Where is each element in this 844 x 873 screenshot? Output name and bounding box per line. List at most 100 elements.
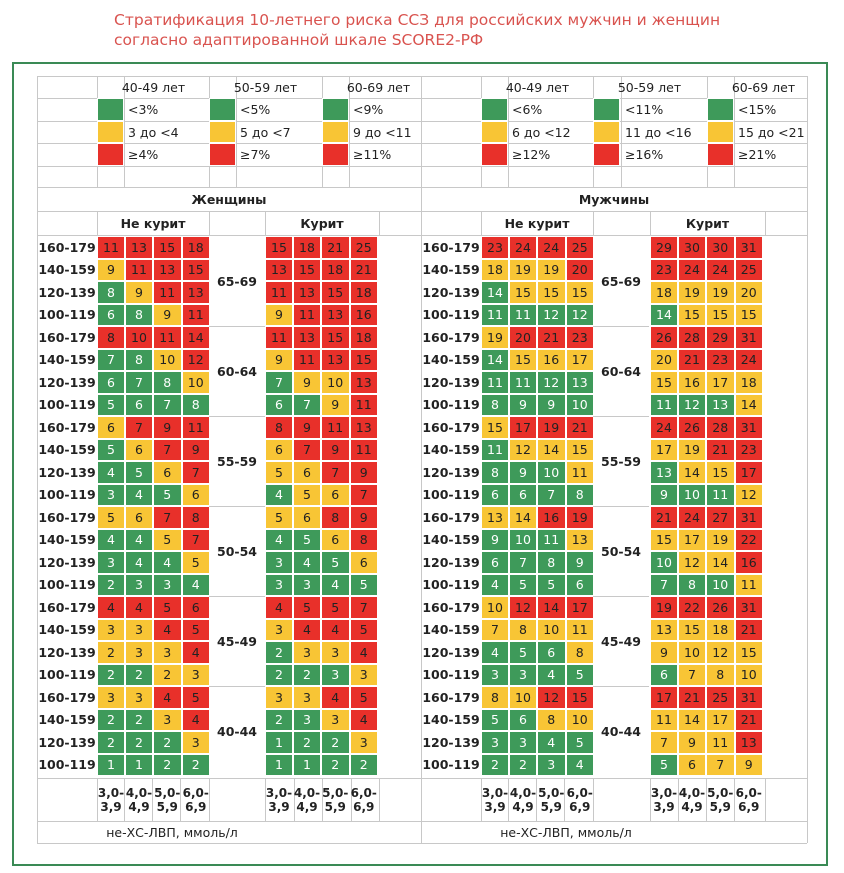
heatmap-cell: 3 bbox=[265, 551, 293, 574]
heatmap-cell: 6 bbox=[125, 393, 153, 416]
heatmap-cell: 4 bbox=[321, 573, 350, 596]
sbp-row-label: 100-119 bbox=[38, 757, 96, 773]
heatmap-cell: 6 bbox=[565, 573, 594, 596]
grid-line bbox=[481, 211, 482, 235]
sbp-row-label: 160-179 bbox=[38, 329, 96, 345]
heatmap-cell: 12 bbox=[509, 438, 537, 461]
heatmap-cell: 3 bbox=[321, 708, 350, 731]
age-group-label: 45-49 bbox=[601, 633, 641, 649]
legend-threshold-label: ≥12% bbox=[512, 146, 551, 162]
heatmap-cell: 2 bbox=[125, 731, 153, 754]
heatmap-cell: 23 bbox=[734, 438, 763, 461]
heatmap-cell: 31 bbox=[734, 236, 763, 259]
cholesterol-col-label-bottom: 5,9 bbox=[156, 800, 178, 814]
heatmap-cell: 19 bbox=[650, 596, 678, 619]
heatmap-cell: 9 bbox=[181, 438, 210, 461]
heatmap-cell: 4 bbox=[97, 596, 125, 619]
legend-swatch bbox=[593, 98, 620, 121]
cholesterol-col-label-top: 6,0- bbox=[182, 786, 209, 800]
heatmap-cell: 3 bbox=[293, 641, 321, 664]
heatmap-cell: 7 bbox=[349, 483, 378, 506]
legend-swatch bbox=[209, 143, 236, 166]
heatmap-cell: 14 bbox=[678, 461, 706, 484]
heatmap-cell: 2 bbox=[125, 708, 153, 731]
heatmap-cell: 7 bbox=[125, 416, 153, 439]
heatmap-cell: 3 bbox=[265, 618, 293, 641]
header-men-smoker: Курит bbox=[685, 216, 730, 231]
heatmap-cell: 3 bbox=[181, 731, 210, 754]
grid-line bbox=[379, 778, 380, 821]
grid-line bbox=[322, 778, 323, 821]
heatmap-cell: 15 bbox=[678, 303, 706, 326]
heatmap-cell: 20 bbox=[650, 348, 678, 371]
heatmap-cell: 13 bbox=[481, 506, 509, 529]
heatmap-cell: 26 bbox=[706, 596, 735, 619]
grid-line bbox=[37, 166, 807, 167]
heatmap-cell: 9 bbox=[349, 506, 378, 529]
heatmap-cell: 7 bbox=[481, 618, 509, 641]
heatmap-cell: 15 bbox=[481, 416, 509, 439]
heatmap-cell: 15 bbox=[734, 303, 763, 326]
grid-line bbox=[734, 778, 735, 821]
legend-threshold-label: 6 до <12 bbox=[512, 124, 571, 140]
grid-line bbox=[37, 843, 807, 844]
header-women-nonsmoker: Не курит bbox=[120, 216, 186, 231]
cholesterol-col-label-bottom: 4,9 bbox=[128, 800, 150, 814]
legend-swatch bbox=[322, 98, 349, 121]
legend-swatch bbox=[322, 143, 349, 166]
heatmap-cell: 6 bbox=[678, 753, 706, 776]
heatmap-cell: 14 bbox=[734, 393, 763, 416]
heatmap-cell: 15 bbox=[734, 641, 763, 664]
grid-line bbox=[236, 76, 237, 187]
heatmap-cell: 19 bbox=[537, 416, 566, 439]
heatmap-cell: 6 bbox=[349, 551, 378, 574]
heatmap-cell: 18 bbox=[293, 236, 321, 259]
heatmap-cell: 14 bbox=[481, 281, 509, 304]
heatmap-cell: 9 bbox=[509, 393, 537, 416]
heatmap-cell: 2 bbox=[153, 731, 182, 754]
grid-line bbox=[37, 187, 807, 188]
age-group-label: 65-69 bbox=[217, 273, 257, 289]
age-group-label: 40-44 bbox=[601, 723, 641, 739]
sbp-row-label: 120-139 bbox=[422, 554, 480, 570]
heatmap-cell: 9 bbox=[537, 393, 566, 416]
sbp-row-label: 160-179 bbox=[422, 599, 480, 615]
heatmap-cell: 5 bbox=[349, 618, 378, 641]
heatmap-cell: 8 bbox=[565, 483, 594, 506]
heatmap-cell: 13 bbox=[153, 258, 182, 281]
cholesterol-col-label-top: 6,0- bbox=[350, 786, 377, 800]
cholesterol-col-label: 5,0- 5,9 bbox=[321, 786, 350, 816]
grid-line bbox=[765, 211, 766, 235]
heatmap-cell: 7 bbox=[678, 663, 706, 686]
cholesterol-col-label: 6,0- 6,9 bbox=[566, 786, 595, 816]
cholesterol-col-label-top: 6,0- bbox=[735, 786, 762, 800]
grid-line bbox=[209, 778, 210, 821]
sbp-row-label: 120-139 bbox=[38, 374, 96, 390]
heatmap-cell: 12 bbox=[181, 348, 210, 371]
sbp-row-label: 120-139 bbox=[38, 734, 96, 750]
legend-threshold-label: 11 до <16 bbox=[625, 124, 692, 140]
sbp-row-label: 100-119 bbox=[38, 577, 96, 593]
heatmap-cell: 6 bbox=[125, 506, 153, 529]
heatmap-cell: 10 bbox=[650, 551, 678, 574]
heatmap-cell: 4 bbox=[125, 483, 153, 506]
legend-threshold-label: 15 до <21 bbox=[738, 124, 805, 140]
heatmap-cell: 9 bbox=[293, 371, 321, 394]
heatmap-cell: 15 bbox=[565, 281, 594, 304]
heatmap-cell: 18 bbox=[349, 326, 378, 349]
sbp-row-label: 160-179 bbox=[422, 239, 480, 255]
sbp-row-label: 160-179 bbox=[38, 509, 96, 525]
heatmap-cell: 9 bbox=[349, 461, 378, 484]
heatmap-cell: 6 bbox=[293, 461, 321, 484]
sbp-row-label: 120-139 bbox=[422, 464, 480, 480]
grid-line bbox=[265, 211, 266, 235]
legend-swatch bbox=[481, 143, 508, 166]
heatmap-cell: 13 bbox=[349, 371, 378, 394]
heatmap-cell: 10 bbox=[481, 596, 509, 619]
heatmap-cell: 21 bbox=[565, 416, 594, 439]
cholesterol-col-label: 3,0- 3,9 bbox=[265, 786, 293, 816]
sbp-row-label: 160-179 bbox=[422, 329, 480, 345]
heatmap-cell: 3 bbox=[181, 663, 210, 686]
heatmap-cell: 22 bbox=[734, 528, 763, 551]
heatmap-cell: 23 bbox=[706, 348, 735, 371]
